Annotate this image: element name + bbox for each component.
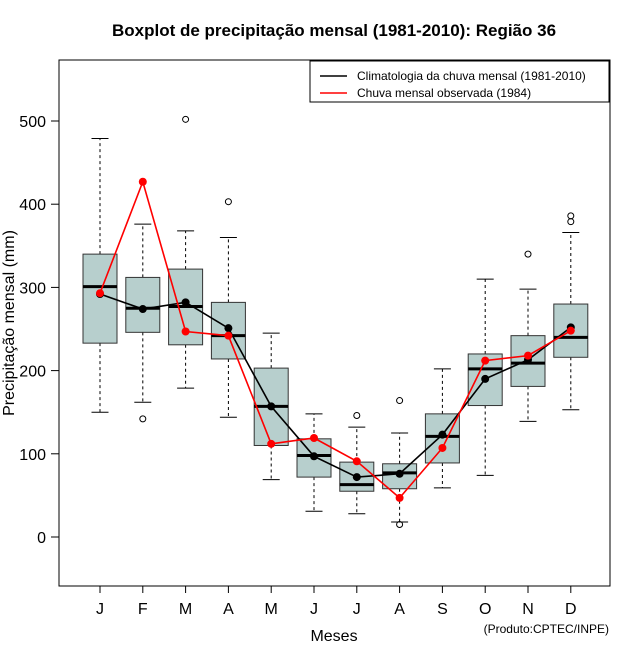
series-point: [96, 289, 104, 298]
x-tick-label: M: [179, 601, 192, 618]
box-2: [125, 223, 161, 423]
box-9: [424, 368, 460, 489]
series-point: [267, 402, 276, 411]
y-tick-label: 0: [37, 530, 46, 547]
x-tick-label: J: [96, 601, 104, 618]
y-axis: 0 100 200 300 400 500: [19, 114, 59, 547]
outlier-point: [182, 115, 190, 123]
legend: Climatologia da chuva mensal (1981-2010)…: [309, 60, 610, 103]
series-point: [524, 351, 532, 360]
outlier-point: [353, 412, 361, 420]
box-11: [510, 250, 546, 422]
series-point: [224, 324, 233, 333]
series-point: [181, 298, 190, 307]
box-4: [210, 198, 246, 418]
x-tick-label: N: [522, 601, 534, 618]
outlier-point: [396, 521, 404, 529]
legend-label: Chuva mensal observada (1984): [357, 86, 531, 100]
series-line: [99, 179, 572, 500]
series-point: [310, 433, 318, 442]
series-point: [138, 305, 147, 314]
x-tick-label: J: [353, 601, 361, 618]
series-point: [181, 327, 190, 336]
y-tick-label: 200: [19, 364, 46, 381]
series-point: [481, 356, 490, 365]
y-tick-label: 400: [19, 197, 46, 214]
y-tick-label: 300: [19, 280, 46, 297]
x-tick-label: M: [265, 601, 278, 618]
legend-label: Climatologia da chuva mensal (1981-2010): [357, 69, 586, 83]
x-tick-label: S: [437, 601, 448, 618]
series-point: [395, 493, 404, 502]
series-point: [438, 443, 447, 452]
y-tick-label: 100: [19, 447, 46, 464]
series-point: [566, 326, 575, 335]
outlier-point: [567, 212, 575, 220]
x-tick-label: O: [479, 601, 491, 618]
series-point: [395, 469, 404, 478]
outlier-point: [224, 198, 232, 206]
credit-text: (Produto:CPTEC/INPE): [484, 622, 609, 636]
series-point: [352, 473, 361, 482]
series-point: [310, 452, 318, 461]
series-point: [352, 457, 361, 466]
x-tick-label: A: [394, 601, 405, 618]
x-tick-label: A: [223, 601, 234, 618]
outlier-point: [396, 397, 404, 405]
y-tick-label: 500: [19, 114, 46, 131]
outlier-point: [567, 218, 575, 226]
y-axis-title: Precipitação mensal (mm): [1, 230, 18, 416]
outlier-point: [139, 415, 147, 423]
plot-frame: [58, 59, 611, 587]
series-2: [96, 177, 575, 502]
legend-box: [309, 60, 610, 103]
box-3: [168, 115, 204, 389]
box-1: [82, 137, 118, 413]
x-tick-label: D: [565, 601, 577, 618]
outlier-point: [524, 250, 532, 258]
series-line: [99, 293, 572, 478]
series-layer: [96, 177, 575, 502]
series-point: [438, 430, 447, 439]
series-point: [267, 439, 276, 448]
series-point: [138, 177, 147, 186]
x-tick-label: J: [310, 601, 318, 618]
series-point: [481, 374, 490, 383]
x-axis-title: Meses: [310, 628, 357, 645]
chart-title: Boxplot de precipitação mensal (1981-201…: [112, 21, 556, 40]
series-point: [224, 331, 233, 340]
x-tick-label: F: [138, 601, 148, 618]
box-12: [553, 212, 589, 411]
series-1: [96, 290, 575, 482]
